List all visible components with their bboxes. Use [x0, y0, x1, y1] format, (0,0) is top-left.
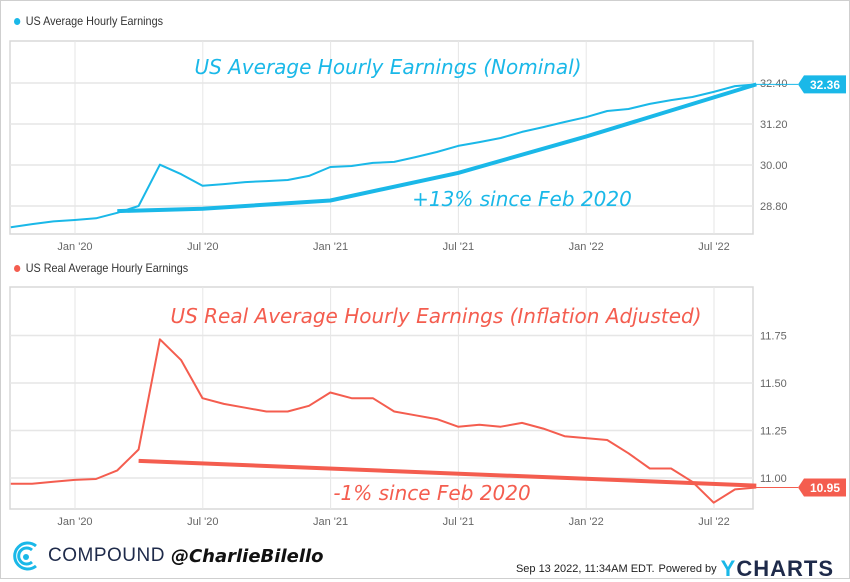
last-value-label: 10.95: [810, 481, 840, 495]
x-tick-label: Jan '20: [57, 241, 92, 253]
powered-by: Powered by: [659, 563, 717, 575]
last-value-label: 32.36: [810, 78, 840, 92]
x-tick-label: Jan '20: [57, 516, 92, 528]
y-tick-label: 30.00: [760, 160, 788, 172]
brand-name: COMPOUND: [48, 545, 165, 567]
x-tick-label: Jan '22: [569, 516, 604, 528]
x-tick-label: Jul '22: [698, 241, 729, 253]
y-tick-label: 11.75: [760, 330, 787, 342]
ycharts-y: Y: [721, 556, 737, 581]
ycharts-logo[interactable]: YCHARTS: [721, 556, 834, 582]
chart-panel-1: Jan '20 Jul '20 Jan '21 Jul '21 Jan '22 Jul '…: [10, 287, 846, 528]
compound-logo-icon: [10, 540, 42, 572]
y-tick-label: 11.25: [760, 426, 787, 438]
annotation-change: +13% since Feb 2020: [412, 187, 632, 211]
ycharts-rest: CHARTS: [736, 556, 834, 581]
timestamp: Sep 13 2022, 11:34AM EDT.: [516, 563, 655, 575]
y-tick-label: 11.50: [760, 378, 787, 390]
x-tick-label: Jul '22: [698, 516, 729, 528]
compound-brand: COMPOUND @CharlieBilello: [10, 540, 324, 572]
x-tick-label: Jul '20: [187, 516, 218, 528]
x-tick-label: Jul '20: [187, 241, 218, 253]
twitter-handle: @CharlieBilello: [171, 546, 324, 567]
x-tick-label: Jul '21: [443, 241, 474, 253]
chart-panel-0: Jan '20 Jul '20 Jan '21 Jul '21 Jan '22 Jul '…: [10, 41, 846, 253]
y-tick-label: 31.20: [760, 119, 788, 131]
x-tick-label: Jul '21: [443, 516, 474, 528]
x-tick-label: Jan '21: [313, 241, 348, 253]
x-tick-label: Jan '21: [313, 516, 348, 528]
x-tick-label: Jan '22: [569, 241, 604, 253]
annotation-title: US Real Average Hourly Earnings (Inflati…: [170, 304, 701, 328]
footer-stamp: Sep 13 2022, 11:34AM EDT. Powered by YCH…: [516, 556, 834, 582]
annotation-change: -1% since Feb 2020: [333, 481, 530, 505]
y-tick-label: 28.80: [760, 201, 788, 213]
annotation-title: US Average Hourly Earnings (Nominal): [194, 55, 581, 79]
y-tick-label: 11.00: [760, 473, 787, 485]
